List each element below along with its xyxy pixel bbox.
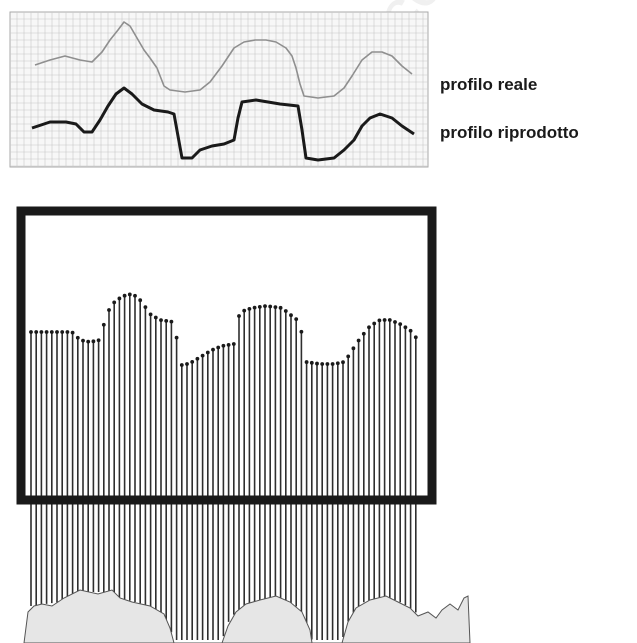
gauge-pin-head <box>164 318 169 323</box>
gauge-pin-head <box>70 330 75 335</box>
gauge-pin-head <box>361 331 366 336</box>
real-profile-line <box>34 21 413 99</box>
gauge-pin-head <box>143 305 148 309</box>
gauge-pin-head <box>127 292 132 297</box>
gauge-pin-head <box>185 362 189 366</box>
gauge-pin-head <box>242 308 247 313</box>
gauge-pin-head <box>86 339 91 344</box>
gauge-pin-head <box>39 330 44 334</box>
gauge-pin-head <box>398 322 403 327</box>
gauge-pin-head <box>138 298 143 303</box>
gauge-pin-head <box>320 362 325 366</box>
gauge-pin-head <box>330 362 335 366</box>
gauge-pin-head <box>122 293 127 298</box>
gauge-pin-head <box>153 315 158 320</box>
profile-gauge <box>16 206 471 643</box>
profile-comparison-panel: profilo reale profilo riprodotto <box>9 11 579 168</box>
gauge-pin-head <box>81 338 85 343</box>
gauge-pin-head <box>273 305 278 310</box>
gauge-pin-head <box>346 354 351 359</box>
gauge-pin-head <box>117 296 122 301</box>
gauge-pin-head <box>101 322 106 327</box>
gauge-pin-head <box>247 306 252 311</box>
gauge-pin-head <box>387 318 392 322</box>
gauge-pin-head <box>268 304 273 309</box>
gauge-pin-head <box>257 304 262 309</box>
reproduced-profile-label: profilo riprodotto <box>440 123 579 142</box>
gauge-pin-head <box>393 320 397 324</box>
measured-surface <box>23 589 471 643</box>
gauge-pin-head <box>408 328 413 333</box>
gauge-pin-head <box>133 293 137 298</box>
gauge-pin-head <box>49 330 54 334</box>
gauge-pin-head <box>372 321 377 326</box>
gauge-pin-head <box>231 342 236 346</box>
gauge-pin-head <box>200 353 205 358</box>
gauge-pin-head <box>304 360 309 364</box>
gauge-pin-head <box>294 317 299 322</box>
gauge-pin-head <box>91 339 96 344</box>
gauge-pins <box>29 292 418 640</box>
gauge-pin-head <box>413 335 418 340</box>
gauge-pin-head <box>34 330 39 334</box>
gauge-pin-head <box>44 330 49 334</box>
gauge-pin-head <box>289 313 293 318</box>
gauge-pin-head <box>112 300 117 305</box>
gauge-pin-head <box>107 308 111 312</box>
gauge-pin-head <box>190 359 195 364</box>
gauge-pin-head <box>226 343 231 347</box>
gauge-pin-head <box>351 346 356 351</box>
gauge-pin-head <box>216 345 221 350</box>
gauge-pin-head <box>252 305 257 310</box>
gauge-pin-head <box>283 309 288 313</box>
gauge-pin-head <box>325 362 330 366</box>
gauge-pin-head <box>211 347 215 352</box>
gauge-pin-head <box>315 361 319 366</box>
gauge-pin-head <box>263 304 267 309</box>
gauge-pin-head <box>341 360 345 365</box>
gauge-pin-head <box>309 360 314 365</box>
gauge-pin-head <box>403 325 408 330</box>
gauge-pin-head <box>221 343 226 348</box>
grid-background <box>9 11 429 168</box>
gauge-pin-head <box>169 319 174 324</box>
gauge-pin-head <box>356 338 361 343</box>
gauge-pin-head <box>75 335 80 340</box>
gauge-pin-head <box>174 335 179 340</box>
gauge-pin-head <box>159 318 163 323</box>
gauge-pin-head <box>148 312 153 317</box>
gauge-pin-head <box>377 318 382 323</box>
gauge-pin-head <box>278 305 283 310</box>
gauge-pin-head <box>237 314 241 318</box>
gauge-pin-head <box>367 325 371 330</box>
gauge-pin-head <box>205 350 210 355</box>
gauge-pin-head <box>65 330 70 334</box>
gauge-pin-head <box>55 330 59 334</box>
gauge-pin-head <box>96 338 101 343</box>
gauge-pin-head <box>335 361 340 366</box>
gauge-pin-head <box>179 363 184 367</box>
gauge-pin-head <box>60 330 65 334</box>
gauge-pin-head <box>382 318 387 322</box>
real-profile-label: profilo reale <box>440 75 537 94</box>
gauge-pin-head <box>299 329 304 334</box>
reproduced-profile-line <box>31 86 415 162</box>
gauge-frame <box>16 206 437 505</box>
gauge-pin-head <box>195 356 200 361</box>
gauge-pin-head <box>29 330 33 334</box>
